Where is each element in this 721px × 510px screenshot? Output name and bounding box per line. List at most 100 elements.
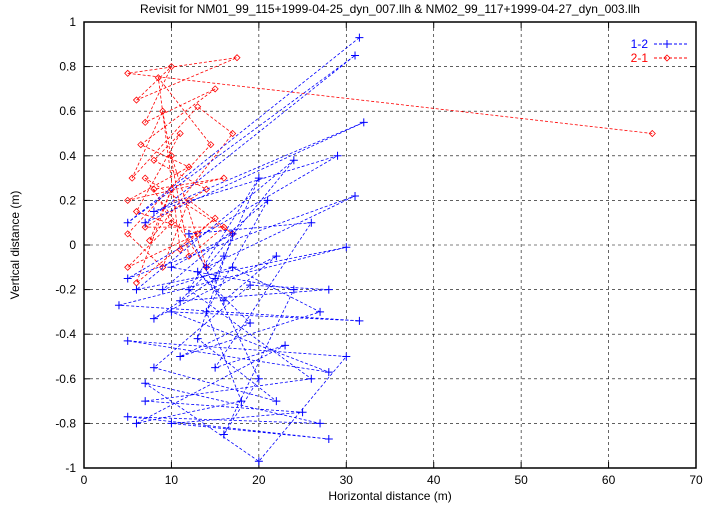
x-tick-label: 50 — [514, 473, 528, 487]
grid — [84, 22, 696, 468]
diamond-marker — [137, 141, 145, 149]
diamond-marker — [202, 185, 210, 193]
plus-marker — [355, 316, 364, 325]
diamond-marker — [124, 69, 132, 77]
plus-marker — [193, 334, 202, 343]
diamond-marker — [124, 263, 132, 271]
plus-marker — [254, 174, 263, 183]
diamond-marker — [220, 223, 228, 231]
x-tick-label: 40 — [427, 473, 441, 487]
diamond-marker — [141, 174, 149, 182]
y-tick-label: -0.8 — [55, 416, 76, 430]
plus-marker — [359, 118, 368, 127]
plus-marker — [219, 252, 228, 261]
diamond-marker — [141, 118, 149, 126]
plus-marker — [141, 397, 150, 406]
series-line — [118, 37, 364, 462]
diamond-marker — [220, 174, 228, 182]
plus-marker — [237, 397, 246, 406]
plus-marker — [123, 274, 132, 283]
y-tick-label: 0.6 — [59, 104, 76, 118]
diamond-marker — [141, 223, 149, 231]
plus-marker — [342, 243, 351, 252]
plus-marker — [324, 368, 333, 377]
plus-marker — [176, 352, 185, 361]
plus-marker — [202, 263, 211, 272]
plus-marker — [211, 363, 220, 372]
plus-marker — [228, 263, 237, 272]
diamond-marker — [194, 103, 202, 111]
plus-marker — [272, 397, 281, 406]
diamond-marker — [154, 74, 162, 82]
series-1-2 — [114, 33, 368, 466]
plot-frame — [83, 21, 697, 469]
diamond-marker — [124, 230, 132, 238]
plus-marker — [123, 412, 132, 421]
x-tick-label: 30 — [340, 473, 354, 487]
plus-marker — [211, 274, 220, 283]
y-tick-label: 1 — [69, 15, 76, 29]
plus-marker — [272, 252, 281, 261]
plus-marker — [298, 408, 307, 417]
plus-marker — [149, 207, 158, 216]
plus-marker — [342, 352, 351, 361]
series-2-1 — [124, 54, 656, 287]
diamond-marker — [128, 174, 136, 182]
legend-label: 2-1 — [631, 51, 649, 65]
plus-marker — [149, 314, 158, 323]
diamond-marker — [185, 196, 193, 204]
plus-marker — [316, 307, 325, 316]
plus-marker — [132, 419, 141, 428]
diamond-marker — [176, 245, 184, 254]
diamond-marker — [132, 207, 141, 216]
plus-marker — [324, 285, 333, 294]
plus-marker — [184, 229, 193, 238]
diamond-marker — [211, 85, 219, 93]
x-tick-label: 10 — [165, 473, 179, 487]
plus-marker — [141, 218, 150, 227]
plus-marker — [351, 51, 360, 60]
diamond-marker — [229, 129, 237, 138]
plus-marker — [158, 285, 167, 294]
plus-marker — [132, 285, 141, 294]
x-axis-label: Horizontal distance (m) — [328, 489, 451, 503]
diamond-marker — [159, 107, 167, 115]
diamond-marker — [150, 185, 158, 193]
series-layer — [114, 33, 656, 466]
diamond-marker — [663, 54, 671, 62]
plus-marker — [193, 267, 202, 276]
plus-marker — [246, 319, 255, 328]
diamond-marker — [124, 196, 132, 204]
plus-marker — [254, 457, 263, 466]
legend-label: 1-2 — [631, 37, 649, 51]
plus-marker — [184, 285, 193, 294]
plus-marker — [246, 281, 255, 290]
plus-marker — [254, 374, 263, 383]
plus-marker — [316, 419, 325, 428]
plus-marker — [228, 229, 237, 238]
diamond-marker — [176, 129, 184, 138]
plus-marker — [307, 218, 316, 227]
plus-marker — [324, 435, 333, 444]
y-tick-label: 0.2 — [59, 193, 76, 207]
y-tick-label: 0.8 — [59, 60, 76, 74]
plus-marker — [167, 307, 176, 316]
plus-marker — [141, 379, 150, 388]
plus-marker — [123, 336, 132, 345]
y-tick-label: 0 — [69, 238, 76, 252]
y-tick-label: -0.6 — [55, 372, 76, 386]
plus-marker — [149, 363, 158, 372]
y-tick-label: -0.2 — [55, 283, 76, 297]
plus-marker — [355, 33, 364, 42]
plus-marker — [289, 156, 298, 165]
diamond-marker — [207, 141, 215, 149]
diamond-marker — [146, 236, 154, 245]
plus-marker — [263, 196, 272, 205]
diamond-marker — [167, 152, 175, 160]
y-tick-label: -0.4 — [55, 327, 76, 341]
plus-marker — [219, 296, 228, 305]
y-tick-label: 0.4 — [59, 149, 76, 163]
plus-marker — [202, 307, 211, 316]
diamond-marker — [167, 185, 175, 193]
diamond-marker — [648, 129, 656, 138]
